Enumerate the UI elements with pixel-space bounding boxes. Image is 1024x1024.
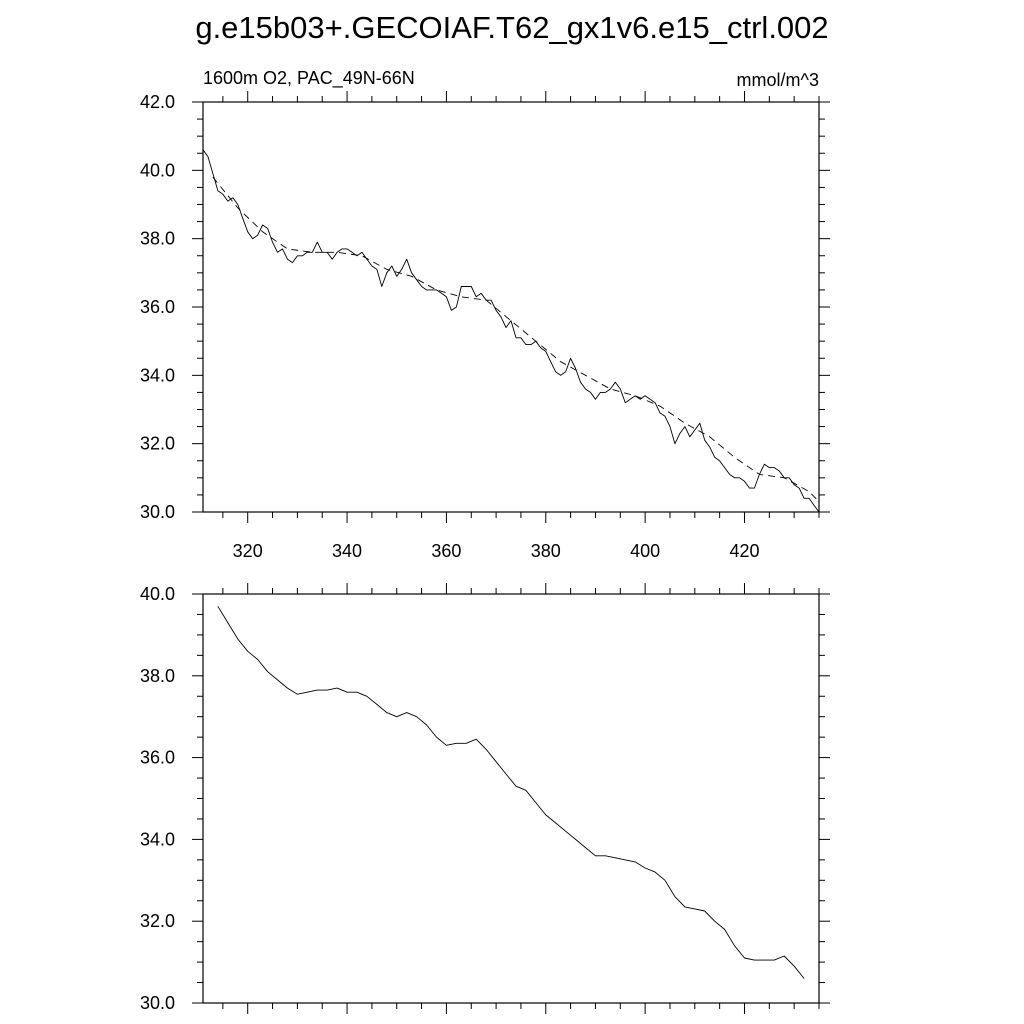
top-panel-y-tick-label: 32.0	[140, 434, 175, 454]
top-panel-units-label: mmol/m^3	[737, 70, 819, 90]
top-panel-x-tick-label: 400	[630, 541, 660, 561]
top-panel-x-tick-label: 360	[431, 541, 461, 561]
bottom-panel-y-tick-label: 34.0	[140, 829, 175, 849]
top-panel-x-tick-label: 320	[233, 541, 263, 561]
top-panel-series-solid-line	[202, 149, 820, 513]
top-panel-series-trend-dashed-line	[212, 176, 820, 503]
top-panel-y-tick-label: 38.0	[140, 229, 175, 249]
bottom-panel-series-solid-line	[217, 606, 805, 979]
top-panel-y-tick-label: 30.0	[140, 502, 175, 522]
top-panel-left-label: 1600m O2, PAC_49N-66N	[203, 68, 415, 89]
top-panel-x-tick-label: 420	[729, 541, 759, 561]
top-panel: 1600m O2, PAC_49N-66N mmol/m^3 30.0 32.0 3…	[140, 68, 830, 561]
bottom-panel: 30.0 32.0 34.0 36.0 38.0 40.0	[140, 583, 830, 1014]
top-panel-plot-frame	[202, 101, 820, 513]
bottom-panel-y-tick-label: 36.0	[140, 748, 175, 768]
top-panel-x-tick-label: 380	[531, 541, 561, 561]
top-panel-x-tick-label: 340	[332, 541, 362, 561]
bottom-panel-y-tick-label: 40.0	[140, 584, 175, 604]
top-panel-y-tick-label: 40.0	[140, 160, 175, 180]
top-panel-y-tick-label: 34.0	[140, 365, 175, 385]
top-panel-y-tick-label: 42.0	[140, 92, 175, 112]
bottom-panel-plot-frame	[202, 593, 820, 1004]
bottom-panel-y-tick-label: 38.0	[140, 666, 175, 686]
top-panel-y-tick-label: 36.0	[140, 297, 175, 317]
bottom-panel-y-tick-label: 32.0	[140, 911, 175, 931]
figure-title: g.e15b03+.GECOIAF.T62_gx1v6.e15_ctrl.002	[195, 10, 828, 45]
bottom-panel-y-tick-label: 30.0	[140, 993, 175, 1013]
